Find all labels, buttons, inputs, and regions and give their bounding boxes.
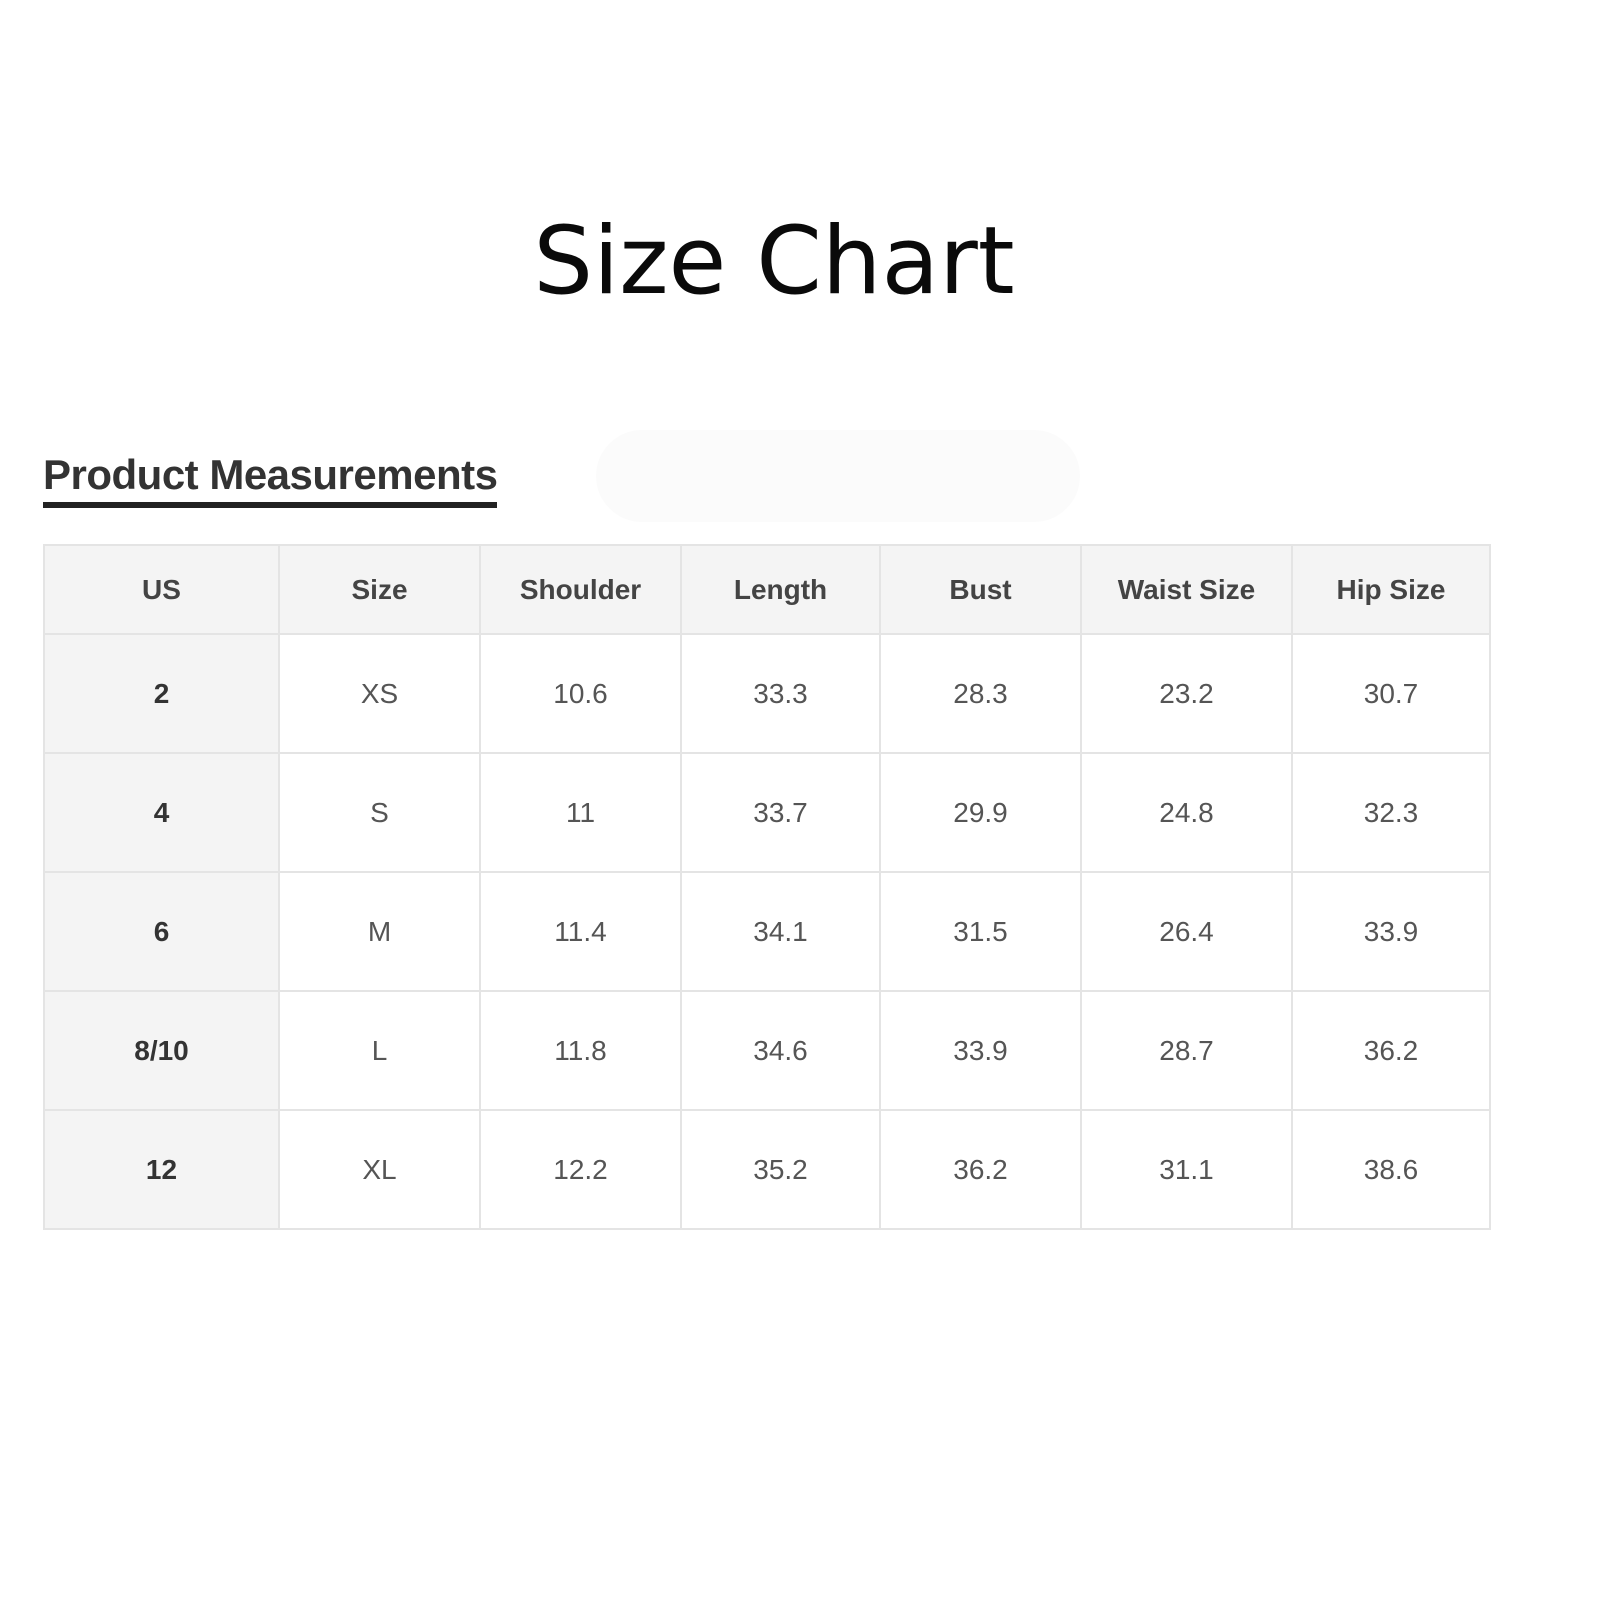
cell-us: 6 <box>43 871 280 992</box>
header-length: Length <box>680 544 881 635</box>
cell-length: 33.7 <box>680 752 881 873</box>
cell-length: 34.6 <box>680 990 881 1111</box>
table-body: 2 XS 10.6 33.3 28.3 23.2 30.7 4 S 11 33.… <box>43 633 1491 1230</box>
cell-shoulder: 11 <box>479 752 682 873</box>
header-shoulder: Shoulder <box>479 544 682 635</box>
size-chart-table: US Size Shoulder Length Bust Waist Size … <box>43 544 1491 1230</box>
cell-hip-size: 33.9 <box>1291 871 1491 992</box>
header-us: US <box>43 544 280 635</box>
table-row: 6 M 11.4 34.1 31.5 26.4 33.9 <box>43 871 1491 992</box>
cell-hip-size: 38.6 <box>1291 1109 1491 1230</box>
cell-size: L <box>278 990 481 1111</box>
cell-waist-size: 31.1 <box>1080 1109 1293 1230</box>
table-row: 12 XL 12.2 35.2 36.2 31.1 38.6 <box>43 1109 1491 1230</box>
cell-hip-size: 30.7 <box>1291 633 1491 754</box>
header-size: Size <box>278 544 481 635</box>
cell-bust: 29.9 <box>879 752 1082 873</box>
cell-bust: 33.9 <box>879 990 1082 1111</box>
cell-bust: 31.5 <box>879 871 1082 992</box>
header-row: US Size Shoulder Length Bust Waist Size … <box>43 544 1491 635</box>
cell-size: XL <box>278 1109 481 1230</box>
cell-shoulder: 11.8 <box>479 990 682 1111</box>
cell-waist-size: 23.2 <box>1080 633 1293 754</box>
cell-shoulder: 10.6 <box>479 633 682 754</box>
cell-shoulder: 11.4 <box>479 871 682 992</box>
header-hip-size: Hip Size <box>1291 544 1491 635</box>
cell-length: 35.2 <box>680 1109 881 1230</box>
cell-hip-size: 36.2 <box>1291 990 1491 1111</box>
table-row: 8/10 L 11.8 34.6 33.9 28.7 36.2 <box>43 990 1491 1111</box>
cell-length: 33.3 <box>680 633 881 754</box>
cell-size: M <box>278 871 481 992</box>
cell-us: 12 <box>43 1109 280 1230</box>
cell-waist-size: 28.7 <box>1080 990 1293 1111</box>
cell-bust: 36.2 <box>879 1109 1082 1230</box>
cell-us: 2 <box>43 633 280 754</box>
table-row: 2 XS 10.6 33.3 28.3 23.2 30.7 <box>43 633 1491 754</box>
background-smudge <box>596 430 1080 522</box>
cell-size: S <box>278 752 481 873</box>
cell-us: 8/10 <box>43 990 280 1111</box>
cell-waist-size: 26.4 <box>1080 871 1293 992</box>
cell-hip-size: 32.3 <box>1291 752 1491 873</box>
header-waist-size: Waist Size <box>1080 544 1293 635</box>
table-row: 4 S 11 33.7 29.9 24.8 32.3 <box>43 752 1491 873</box>
cell-waist-size: 24.8 <box>1080 752 1293 873</box>
cell-length: 34.1 <box>680 871 881 992</box>
table-header: US Size Shoulder Length Bust Waist Size … <box>43 544 1491 635</box>
cell-bust: 28.3 <box>879 633 1082 754</box>
page-title: Size Chart <box>533 207 1015 316</box>
cell-us: 4 <box>43 752 280 873</box>
cell-size: XS <box>278 633 481 754</box>
section-heading: Product Measurements <box>43 451 498 509</box>
cell-shoulder: 12.2 <box>479 1109 682 1230</box>
header-bust: Bust <box>879 544 1082 635</box>
